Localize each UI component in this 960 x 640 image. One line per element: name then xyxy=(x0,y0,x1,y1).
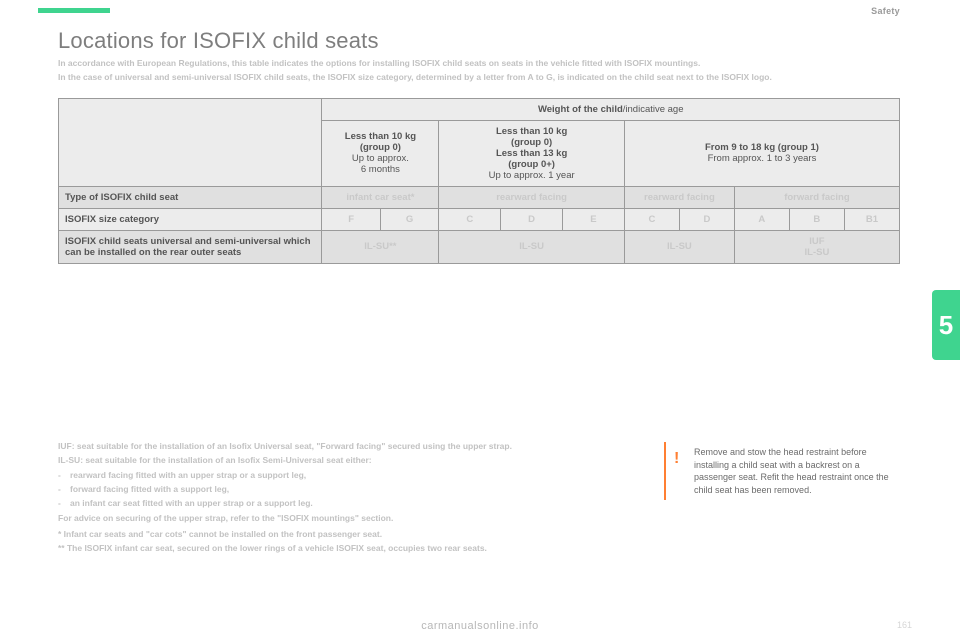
legend-b2: -forward facing fitted with a support le… xyxy=(58,483,618,495)
cell-size-B: B xyxy=(789,208,844,230)
cell-size-D: D xyxy=(501,208,563,230)
legend: IUF: seat suitable for the installation … xyxy=(58,440,618,557)
page-number: 161 xyxy=(897,620,912,630)
accent-bar xyxy=(38,8,110,13)
cell-install-2: IL-SU xyxy=(439,230,625,263)
chapter-tab: 5 xyxy=(932,290,960,360)
intro-text-2: In the case of universal and semi-univer… xyxy=(58,72,900,84)
legend-ilsu: IL-SU: seat suitable for the installatio… xyxy=(58,454,618,466)
cell-size-C: C xyxy=(439,208,501,230)
cell-install-3: IL-SU xyxy=(624,230,734,263)
row-install-label: ISOFIX child seats universal and semi-un… xyxy=(59,230,322,263)
content: Locations for ISOFIX child seats In acco… xyxy=(58,28,900,264)
cell-size-F: F xyxy=(322,208,380,230)
col-group0: Less than 10 kg (group 0) Up to approx. … xyxy=(322,120,439,186)
row-type-label: Type of ISOFIX child seat xyxy=(59,186,322,208)
row-size-label: ISOFIX size category xyxy=(59,208,322,230)
intro-text-1: In accordance with European Regulations,… xyxy=(58,58,900,70)
cell-size-B1: B1 xyxy=(844,208,899,230)
header-weight: Weight of the child/indicative age xyxy=(322,98,900,120)
legend-iuf: IUF: seat suitable for the installation … xyxy=(58,440,618,452)
warning-notice: ! Remove and stow the head restraint bef… xyxy=(664,442,900,500)
legend-star2: ** The ISOFIX infant car seat, secured o… xyxy=(58,542,618,554)
cell-size-C2: C xyxy=(624,208,679,230)
cell-size-G: G xyxy=(380,208,438,230)
cell-size-A: A xyxy=(734,208,789,230)
legend-advice: For advice on securing of the upper stra… xyxy=(58,512,618,524)
chapter-number: 5 xyxy=(939,310,953,341)
warning-text: Remove and stow the head restraint befor… xyxy=(694,447,889,495)
cell-size-E: E xyxy=(563,208,625,230)
page-title: Locations for ISOFIX child seats xyxy=(58,28,900,54)
legend-star1: * Infant car seats and "car cots" cannot… xyxy=(58,528,618,540)
legend-b1: -rearward facing fitted with an upper st… xyxy=(58,469,618,481)
col-group0plus: Less than 10 kg (group 0) Less than 13 k… xyxy=(439,120,625,186)
isofix-table: Weight of the child/indicative age Less … xyxy=(58,98,900,264)
page: Safety 5 Locations for ISOFIX child seat… xyxy=(0,0,960,640)
cell-install-1: IL-SU** xyxy=(322,230,439,263)
footer-watermark: carmanualsonline.info xyxy=(0,620,960,632)
cell-install-4: IUF IL-SU xyxy=(734,230,899,263)
cell-type-4: forward facing xyxy=(734,186,899,208)
cell-type-3: rearward facing xyxy=(624,186,734,208)
cell-type-2: rearward facing xyxy=(439,186,625,208)
cell-size-D2: D xyxy=(679,208,734,230)
legend-b3: -an infant car seat fitted with an upper… xyxy=(58,497,618,509)
warning-icon: ! xyxy=(674,448,679,470)
section-label: Safety xyxy=(871,6,900,16)
cell-type-1: infant car seat* xyxy=(322,186,439,208)
col-group1: From 9 to 18 kg (group 1) From approx. 1… xyxy=(624,120,899,186)
